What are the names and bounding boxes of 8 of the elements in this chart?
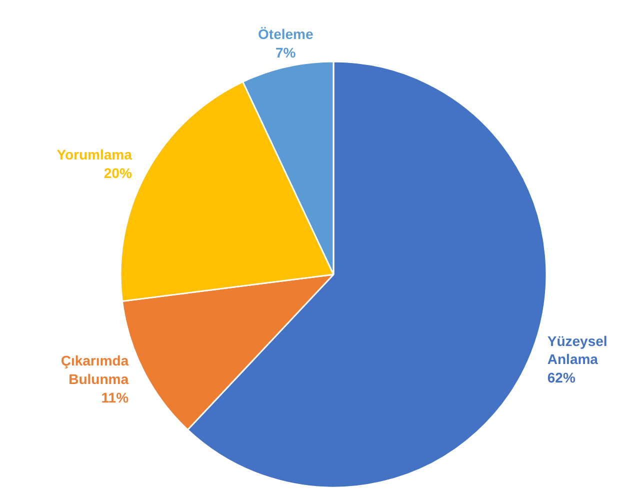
data-label: 11% <box>101 389 130 406</box>
data-label: 62% <box>547 370 576 386</box>
slice-label: Yüzeysel Anlama <box>547 332 608 368</box>
slice-label: Öteleme <box>258 26 314 42</box>
data-label: 20% <box>104 164 132 181</box>
slice-label: Çıkarımda Bulunma <box>60 352 129 387</box>
slice-label: Yorumlama <box>56 146 132 162</box>
data-label: 7% <box>276 44 296 60</box>
